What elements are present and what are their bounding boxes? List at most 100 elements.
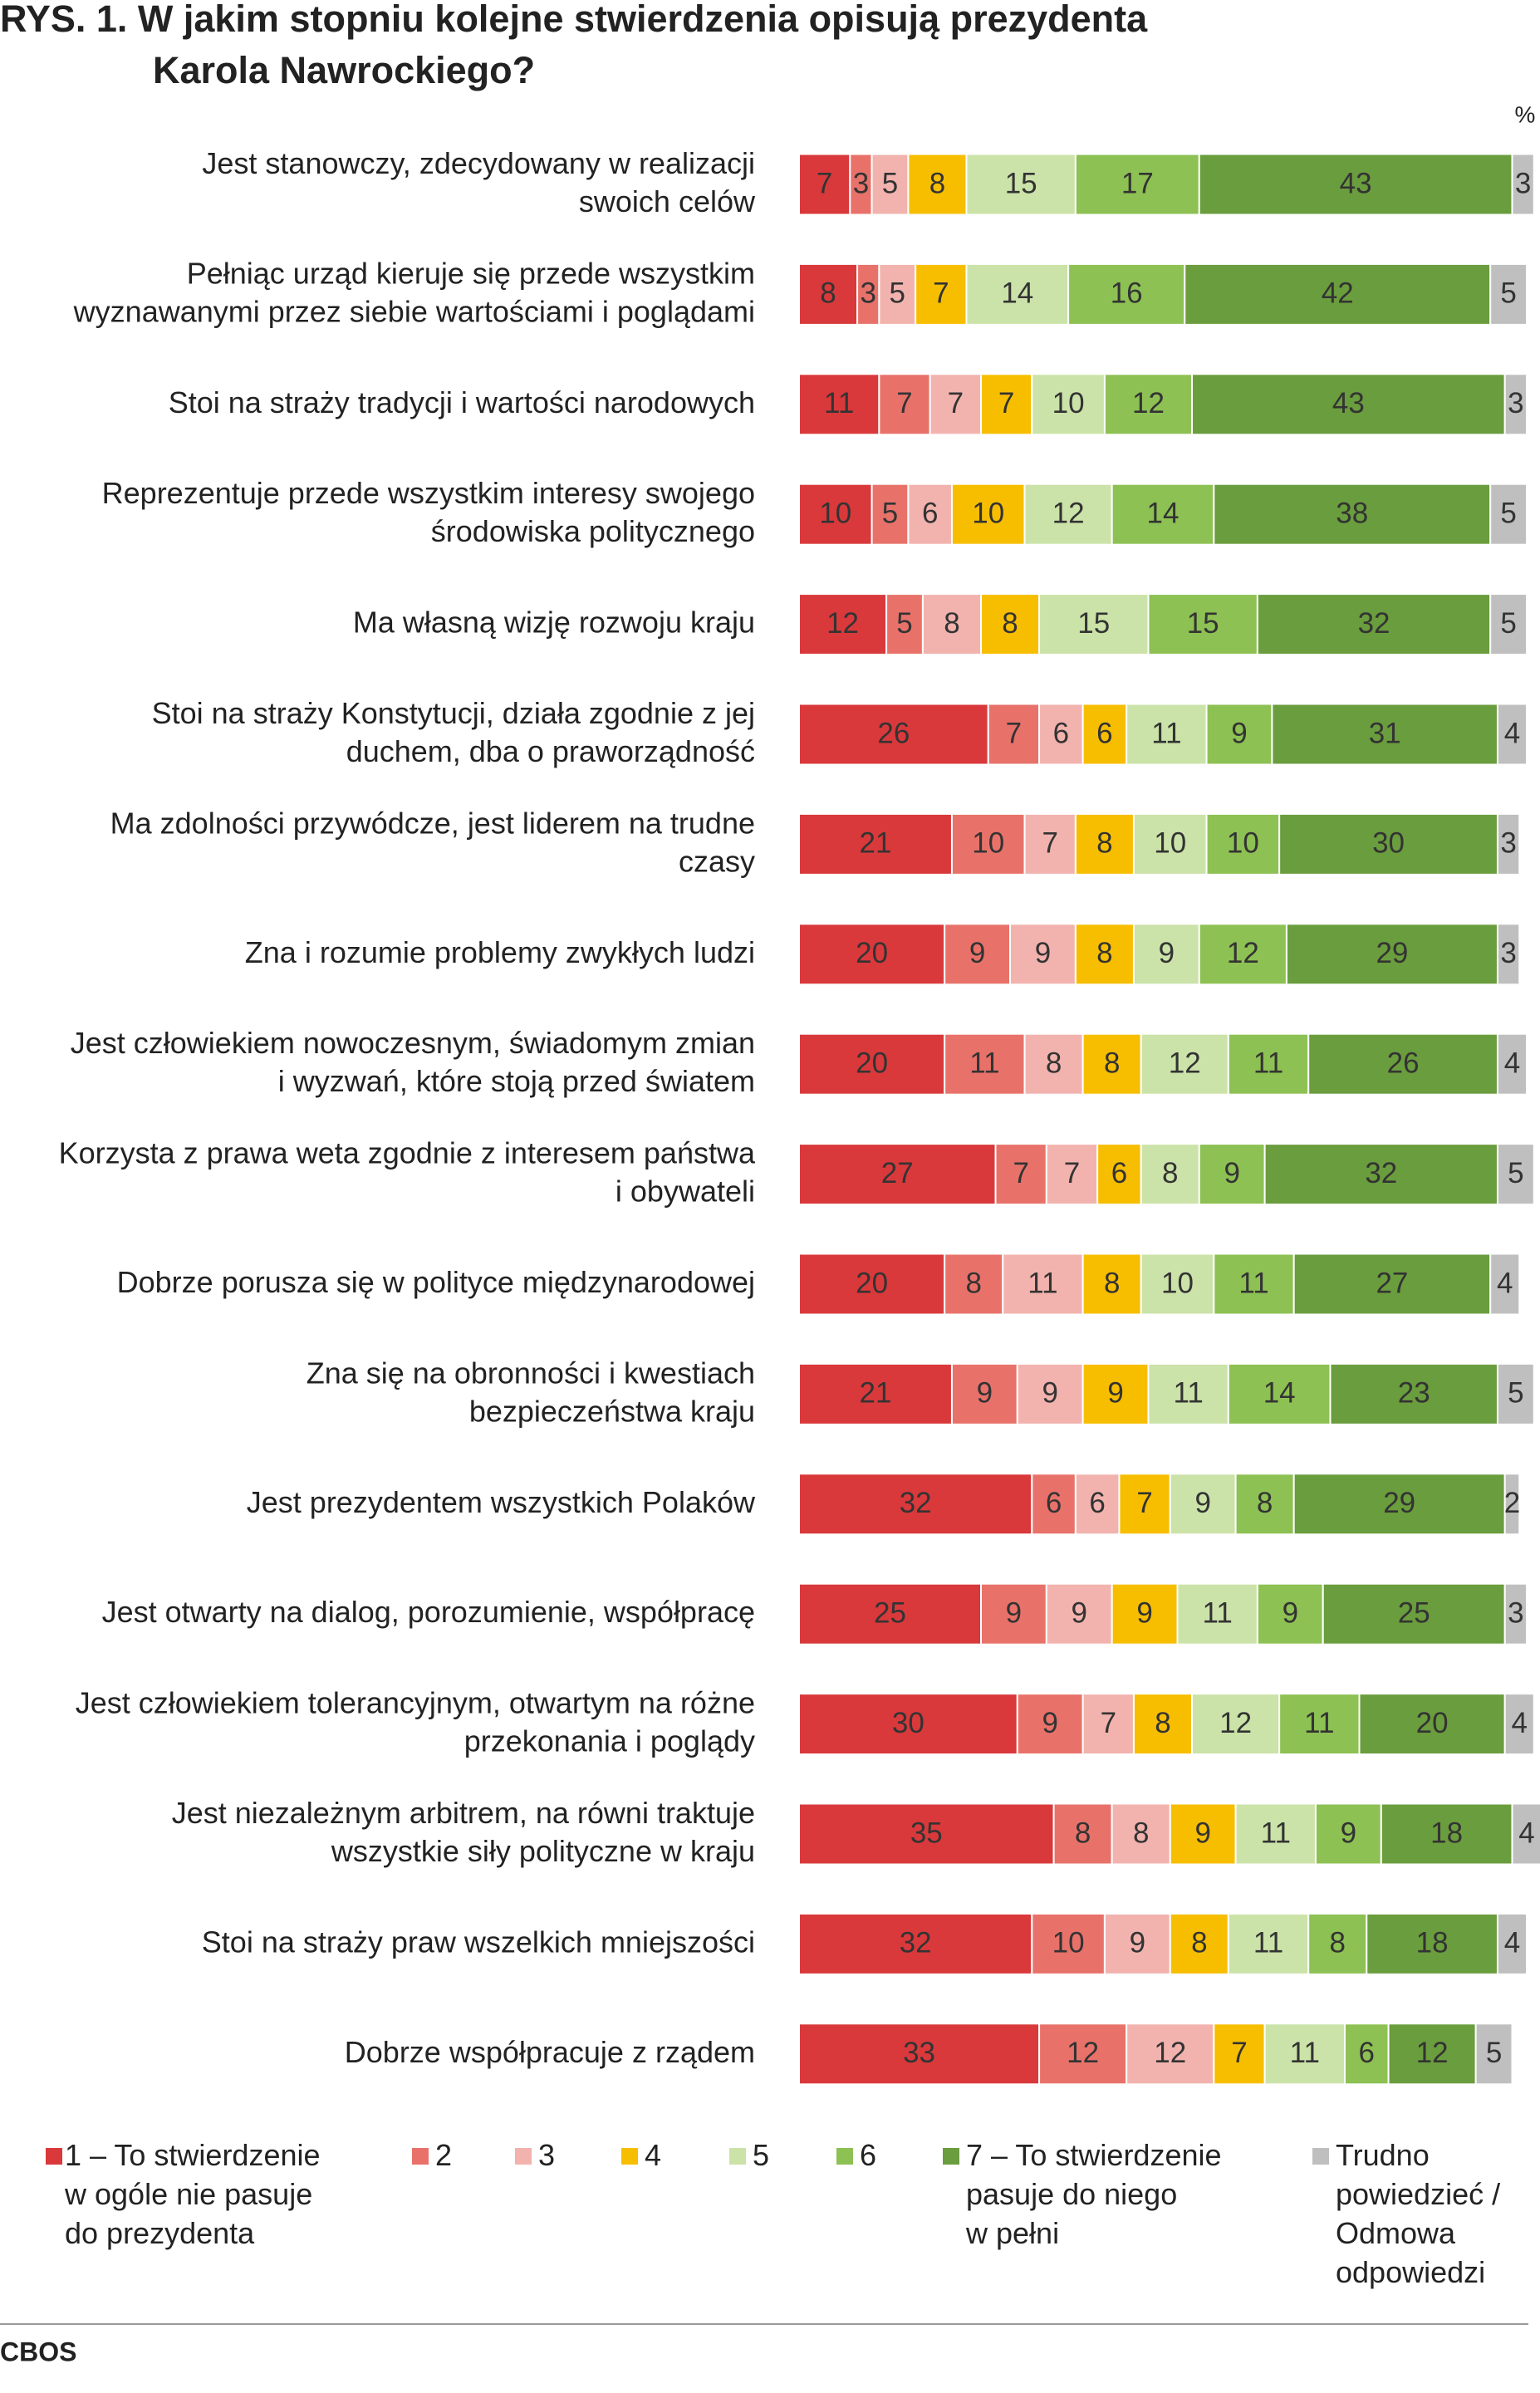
bar-segment: [798, 812, 953, 875]
bar-segment: [907, 483, 953, 546]
value-label: 38: [1336, 497, 1368, 529]
value-label: 4: [1512, 1707, 1528, 1739]
value-label: 10: [1161, 1267, 1194, 1299]
value-label: 16: [1111, 277, 1143, 310]
value-label: 8: [1096, 937, 1112, 969]
value-label: 9: [1130, 1927, 1145, 1959]
value-label: 6: [1359, 2037, 1375, 2069]
bar-segment: [871, 153, 910, 216]
bar-segment: [1292, 1253, 1492, 1316]
bar-segment: [878, 262, 917, 326]
category-label: Pełniąc urząd kieruje się przede wszystk…: [73, 256, 755, 328]
value-label: 10: [1154, 827, 1186, 860]
value-label: 5: [1500, 497, 1516, 529]
value-label: 10: [972, 827, 1004, 860]
category-label: Zna się na obronności i kwestiach bezpiec…: [307, 1356, 755, 1428]
value-label: 18: [1416, 1927, 1449, 1959]
legend-label: 7 – To stwierdzenie pasuje do niego w pełn…: [965, 2138, 1222, 2250]
bar-segment: [1191, 373, 1506, 436]
value-label: 7: [1136, 1487, 1152, 1519]
value-label: 5: [1486, 2037, 1502, 2069]
bar-segment: [980, 593, 1041, 656]
value-label: 9: [1136, 1596, 1152, 1629]
bar-segment: [1009, 923, 1077, 986]
value-label: 11: [824, 387, 854, 419]
value-label: 6: [1111, 1157, 1127, 1189]
bar-segment: [798, 373, 880, 436]
value-label: 32: [900, 1927, 932, 1959]
value-label: 6: [1089, 1487, 1105, 1519]
bar-segment: [1474, 2023, 1513, 2086]
value-label: 11: [1304, 1707, 1334, 1739]
value-label: 20: [856, 1047, 888, 1079]
legend-swatch: [729, 2148, 746, 2165]
category-label: Ma własną wizję rozwoju kraju: [353, 605, 755, 639]
bar-segment: [1366, 1912, 1498, 1975]
bar-segment: [965, 262, 1070, 326]
bar-segment: [980, 373, 1033, 436]
bar-segment: [994, 1143, 1047, 1206]
bar-segment: [1191, 1693, 1281, 1756]
value-label: 7: [817, 167, 832, 199]
bar-segment: [1045, 1143, 1099, 1206]
value-label: 15: [1077, 607, 1110, 640]
value-label: 31: [1369, 717, 1401, 749]
bar-segment: [1111, 483, 1215, 546]
value-label: 11: [1253, 1927, 1283, 1959]
value-label: 10: [819, 497, 851, 529]
category-label: Ma zdolności przywódcze, jest liderem na…: [110, 806, 755, 878]
value-label: 11: [1027, 1267, 1057, 1299]
value-label: 9: [1042, 1377, 1057, 1410]
legend-label: 4: [645, 2138, 661, 2172]
bar-segment: [1074, 153, 1200, 216]
bar-segment: [1002, 1253, 1084, 1316]
bar-segment: [798, 262, 859, 326]
bar-segment: [1496, 1912, 1528, 1975]
value-label: 8: [1104, 1047, 1120, 1079]
value-label: 7: [998, 387, 1014, 419]
value-label: 9: [1194, 1817, 1210, 1849]
bar-segment: [1213, 1253, 1295, 1316]
value-label: 3: [1508, 387, 1523, 419]
value-label: 12: [1169, 1047, 1201, 1079]
bar-segment: [1496, 812, 1521, 875]
bar-segment: [1387, 2023, 1477, 2086]
value-label: 7: [1231, 2037, 1247, 2069]
value-label: 4: [1504, 717, 1520, 749]
bar-segment: [798, 1693, 1018, 1756]
legend-label: Trudno powiedzieć / Odmowa odpowiedzi: [1336, 2138, 1500, 2289]
bar-segment: [1176, 1582, 1258, 1645]
value-label: 9: [1194, 1487, 1210, 1519]
bar-segment: [1169, 1473, 1237, 1536]
legend-swatch: [836, 2148, 853, 2165]
value-label: 11: [969, 1047, 999, 1079]
value-label: 9: [1042, 1707, 1057, 1739]
value-label: 12: [826, 607, 859, 640]
legend-label: 6: [860, 2138, 876, 2172]
bar-segment: [1227, 1032, 1310, 1096]
category-label: Stoi na straży tradycji i wartości narod…: [169, 385, 755, 419]
legend-swatch: [515, 2148, 532, 2165]
bar-segment: [1322, 1582, 1506, 1645]
category-label: Korzysta z prawa weta zgodnie z interese…: [59, 1135, 756, 1208]
bar-segment: [1496, 923, 1521, 986]
bar-segment: [1489, 483, 1528, 546]
bar-segment: [1023, 812, 1077, 875]
category-label: Jest człowiekiem tolerancyjnym, otwartym…: [76, 1685, 755, 1758]
value-label: 11: [1173, 1377, 1203, 1410]
value-label: 27: [881, 1157, 914, 1189]
value-label: 9: [1107, 1377, 1123, 1410]
bar-segment: [1169, 1802, 1237, 1866]
bar-segment: [798, 2023, 1041, 2086]
value-label: 17: [1121, 167, 1154, 199]
bar-segment: [980, 1582, 1047, 1645]
value-label: 12: [1132, 387, 1165, 419]
value-label: 5: [890, 277, 905, 310]
bar-segment: [1016, 1693, 1084, 1756]
value-label: 11: [1253, 1047, 1283, 1079]
unit-label: %: [1515, 101, 1536, 127]
legend-swatch: [412, 2148, 429, 2165]
value-label: 2: [1504, 1487, 1520, 1519]
bar-segment: [1111, 1582, 1179, 1645]
bar-segment: [1329, 1362, 1498, 1425]
